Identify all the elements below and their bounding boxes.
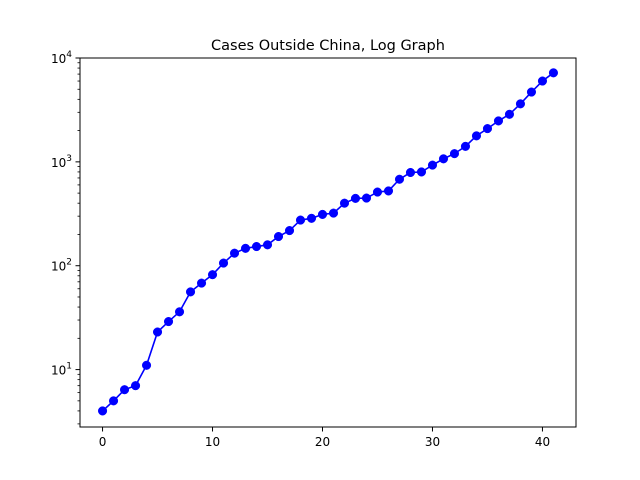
- series-layer: [98, 68, 559, 416]
- data-point: [251, 241, 262, 252]
- data-point: [405, 167, 416, 178]
- data-point: [163, 317, 174, 327]
- data-point: [493, 116, 504, 126]
- chart-title: Cases Outside China, Log Graph: [211, 38, 445, 54]
- data-point: [119, 385, 130, 395]
- data-point: [438, 154, 449, 164]
- data-point: [537, 76, 548, 86]
- data-point: [526, 87, 537, 97]
- data-point: [328, 208, 339, 218]
- y-tick-label: 102: [51, 258, 72, 274]
- x-tick-label: 0: [99, 435, 107, 449]
- data-point: [548, 68, 559, 78]
- x-tick-label: 20: [315, 435, 330, 449]
- data-point: [394, 174, 405, 184]
- data-point: [229, 248, 240, 258]
- data-point: [350, 193, 361, 203]
- data-point: [317, 209, 328, 219]
- data-point: [339, 198, 350, 208]
- data-point: [273, 231, 284, 242]
- x-tick-label: 40: [535, 435, 550, 449]
- data-point: [515, 99, 526, 109]
- data-point: [185, 287, 196, 297]
- data-point: [504, 109, 515, 119]
- y-tick-label: 101: [51, 362, 72, 378]
- data-point: [471, 131, 482, 141]
- data-point: [416, 167, 427, 177]
- data-point: [108, 396, 119, 406]
- data-point: [141, 360, 152, 370]
- data-point: [482, 124, 493, 134]
- data-point: [284, 226, 295, 236]
- axes-layer: 0 10 20 30 40 101 102 103 104: [51, 50, 577, 449]
- data-point: [361, 193, 372, 203]
- data-point: [449, 149, 460, 159]
- data-point: [196, 278, 207, 288]
- x-tick-label: 30: [425, 435, 440, 449]
- data-point: [306, 213, 317, 223]
- data-point: [98, 406, 108, 416]
- data-point: [372, 187, 383, 197]
- y-tick-label: 104: [51, 50, 72, 66]
- data-point: [262, 240, 273, 250]
- plot-frame: [79, 57, 577, 428]
- data-point: [152, 327, 163, 337]
- data-point: [130, 381, 141, 391]
- data-point: [207, 270, 218, 280]
- data-point: [240, 243, 251, 253]
- data-point: [460, 141, 471, 151]
- data-point: [295, 215, 306, 225]
- data-point: [218, 258, 229, 268]
- data-point: [427, 160, 438, 170]
- x-tick-label: 10: [205, 435, 220, 449]
- data-point: [174, 307, 185, 317]
- y-tick-label: 103: [51, 154, 72, 170]
- data-point: [383, 186, 394, 196]
